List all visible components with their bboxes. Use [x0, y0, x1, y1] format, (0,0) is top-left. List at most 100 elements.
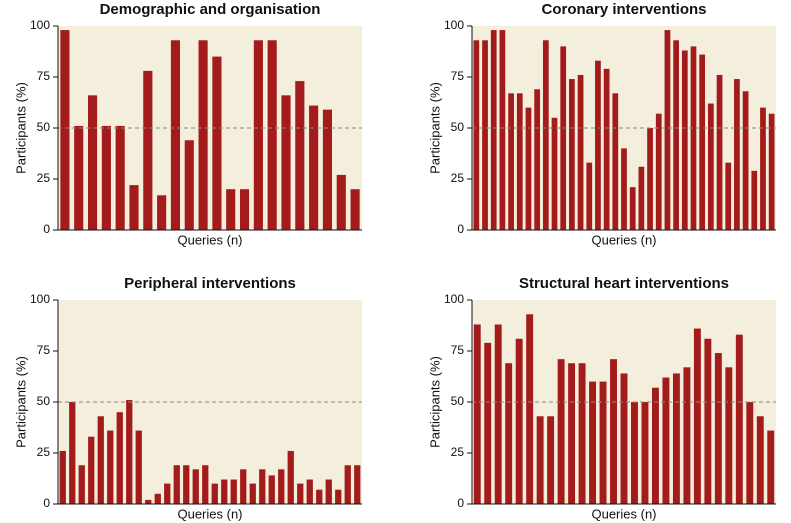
bar: [699, 54, 706, 231]
bar: [253, 40, 263, 230]
bar: [620, 373, 628, 504]
bar: [87, 95, 98, 230]
bar: [516, 93, 523, 230]
y-axis-label: Participants (%): [13, 82, 28, 174]
bar: [536, 416, 544, 504]
bar: [578, 363, 586, 504]
bar: [490, 30, 497, 230]
bar: [59, 450, 66, 504]
bar: [88, 436, 95, 504]
bar: [725, 367, 733, 504]
bar: [157, 195, 167, 230]
subplot: Peripheral interventions Queries (n) Parti…: [13, 275, 362, 521]
chart-title: Demographic and organisation: [100, 1, 321, 18]
bar: [344, 465, 351, 504]
bar: [198, 40, 208, 230]
bar: [336, 174, 346, 230]
bar: [316, 489, 323, 504]
bar: [690, 46, 697, 231]
y-axis-label: Participants (%): [13, 356, 28, 448]
bar: [603, 68, 610, 230]
bar: [569, 79, 575, 230]
y-tick-label: 100: [444, 292, 464, 306]
bar: [484, 342, 492, 504]
bar: [525, 107, 532, 230]
bar: [586, 162, 593, 230]
bar: [746, 402, 754, 504]
bar: [673, 40, 679, 230]
bar: [78, 465, 85, 504]
bar: [629, 187, 636, 230]
y-axis-label: Participants (%): [427, 356, 442, 448]
bar: [499, 30, 506, 230]
bar: [526, 314, 534, 504]
bar: [760, 107, 766, 230]
y-tick-label: 25: [451, 171, 465, 185]
bar: [116, 412, 123, 504]
bar: [767, 430, 775, 504]
bar: [482, 40, 488, 230]
bar: [126, 399, 133, 504]
bar: [568, 363, 576, 504]
chart-title: Coronary interventions: [541, 1, 706, 18]
y-tick-label: 25: [37, 445, 51, 459]
bar: [211, 483, 218, 504]
y-tick-label: 50: [37, 394, 51, 408]
chart-title: Structural heart interventions: [519, 275, 729, 292]
bar: [655, 113, 662, 230]
bar: [202, 465, 209, 504]
bar: [542, 40, 549, 230]
bar: [560, 46, 567, 231]
bar: [725, 162, 732, 230]
bar: [143, 70, 153, 230]
bar: [494, 324, 502, 504]
bar: [309, 105, 319, 230]
chart-title: Peripheral interventions: [124, 275, 296, 292]
y-tick-label: 0: [457, 222, 464, 236]
y-tick-label: 100: [30, 18, 50, 32]
bar: [612, 93, 619, 230]
bar: [756, 416, 764, 504]
bar: [135, 430, 142, 504]
x-axis-label: Queries (n): [591, 232, 656, 247]
bar: [259, 469, 266, 504]
bar: [672, 373, 680, 504]
bar: [534, 89, 541, 231]
bar: [184, 140, 194, 230]
bar: [473, 324, 481, 504]
bar: [183, 465, 190, 504]
y-tick-label: 0: [43, 222, 50, 236]
bar: [508, 93, 514, 230]
bar: [230, 479, 237, 504]
bar: [325, 479, 332, 504]
bar: [683, 367, 691, 504]
y-tick-label: 75: [37, 343, 51, 357]
bar: [335, 489, 342, 504]
y-tick-label: 75: [451, 69, 465, 83]
bar: [693, 328, 701, 504]
subplot: Demographic and organisation Queries (n) P…: [13, 1, 362, 247]
bar: [651, 387, 659, 504]
y-tick-label: 0: [457, 496, 464, 510]
subplot: Structural heart interventions Queries (n…: [427, 275, 776, 521]
bar: [557, 359, 565, 504]
y-tick-label: 25: [451, 445, 465, 459]
bar: [473, 40, 480, 230]
bar: [350, 189, 360, 230]
bar: [170, 40, 181, 230]
bar: [145, 499, 152, 504]
bar: [742, 91, 749, 230]
bar: [69, 402, 76, 504]
subplot: Coronary interventions Queries (n) Partici…: [427, 1, 776, 247]
bar: [354, 465, 361, 504]
bar: [115, 125, 125, 230]
bar: [599, 381, 607, 504]
bar: [641, 402, 649, 504]
bar: [101, 125, 111, 230]
bar: [768, 113, 775, 230]
bar: [129, 185, 139, 230]
x-axis-label: Queries (n): [591, 506, 656, 521]
bar: [164, 483, 171, 504]
bar: [60, 30, 70, 230]
bar: [505, 363, 513, 504]
